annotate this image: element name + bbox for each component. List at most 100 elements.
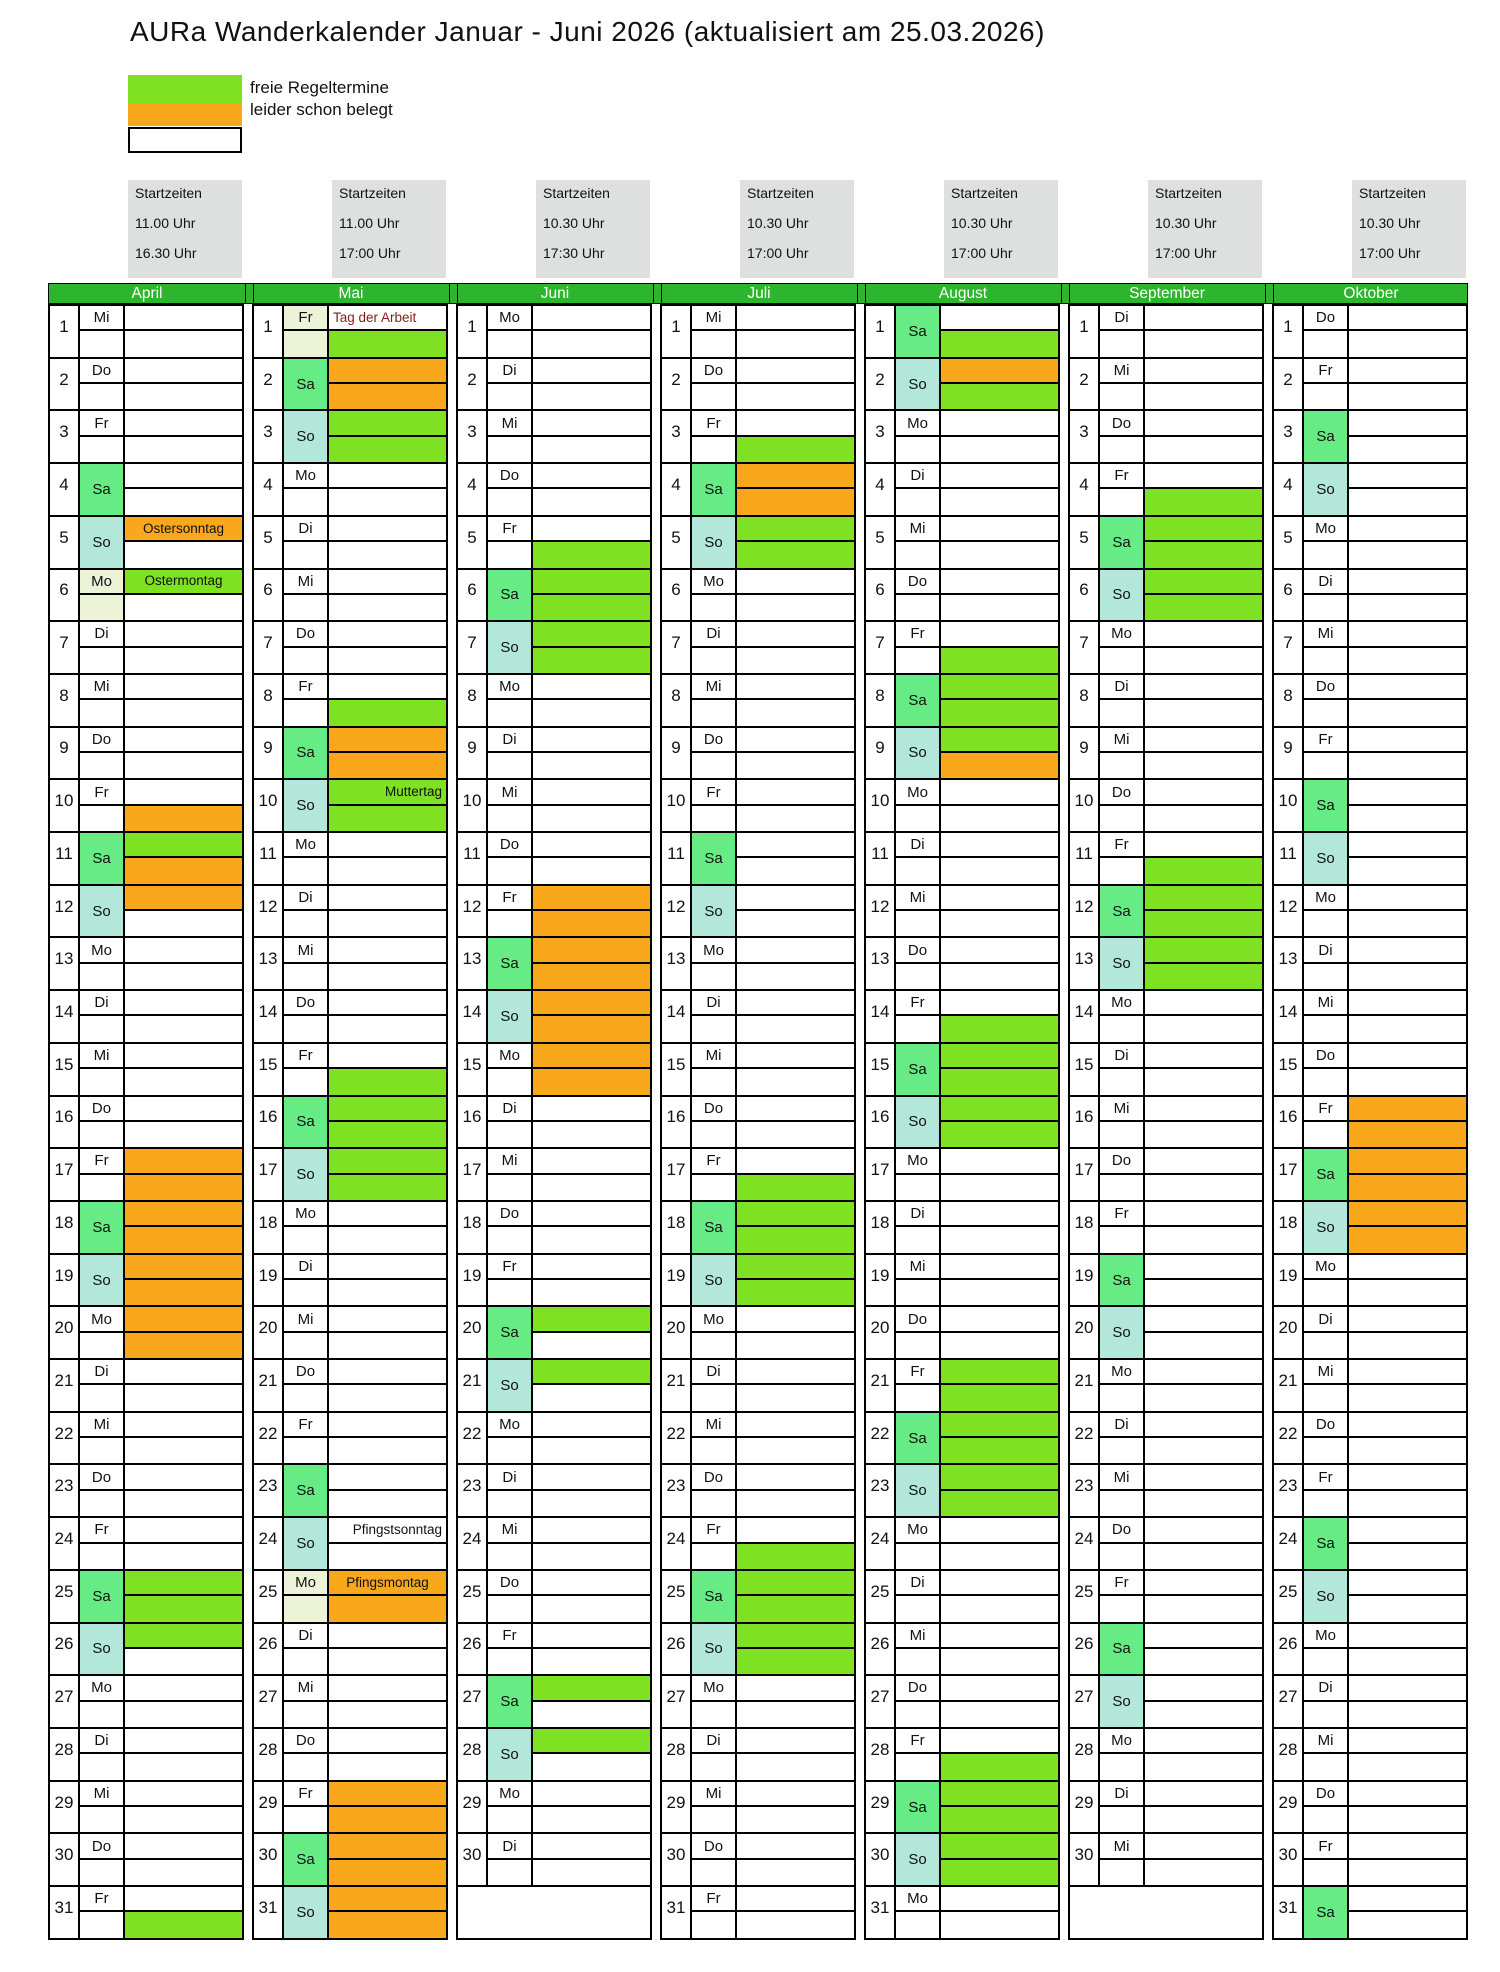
timeslot-cell <box>1349 1624 1466 1675</box>
weekday-cell: Do <box>1100 1149 1145 1200</box>
timeslot-morning <box>329 1834 446 1860</box>
weekday-cell: Mi <box>284 1676 329 1727</box>
date-row: 12 Mi <box>866 883 1058 937</box>
weekday-label: Mo <box>896 1887 939 1913</box>
day-number: 27 <box>1070 1676 1100 1727</box>
date-row: 5 So Ostersonntag <box>50 514 242 568</box>
weekday-cell: Fr <box>1100 1201 1145 1253</box>
weekday-cell-bottom <box>1304 331 1347 356</box>
weekday-label: Sa <box>692 1570 735 1622</box>
day-number: 26 <box>254 1623 284 1675</box>
weekday-cell-bottom <box>692 1333 735 1358</box>
timeslot-evening <box>737 1807 854 1832</box>
date-row: 21 Fr <box>866 1358 1058 1411</box>
weekday-label: Do <box>1100 1149 1143 1175</box>
timeslot-evening <box>1349 1860 1466 1885</box>
day-number: 17 <box>662 1149 692 1200</box>
day-number: 20 <box>866 1307 896 1359</box>
weekday-cell-bottom <box>1100 1438 1143 1463</box>
date-row: 11 Mo <box>254 831 446 884</box>
weekday-cell: Fr <box>896 1728 941 1780</box>
timeslot-evening <box>329 384 446 410</box>
weekday-label: Mo <box>1100 991 1143 1017</box>
startzeiten-title: Startzeiten <box>1359 185 1426 201</box>
timeslot-evening <box>533 1649 650 1674</box>
date-row: 2 Do <box>662 356 854 410</box>
timeslot-cell <box>533 569 650 621</box>
weekday-cell: So <box>284 1518 329 1569</box>
day-number: 29 <box>50 1781 80 1833</box>
weekday-label: Di <box>488 359 531 385</box>
timeslot-cell <box>125 1623 242 1675</box>
date-row: 26 Mi <box>866 1621 1058 1675</box>
weekday-cell: Fr <box>488 885 533 937</box>
timeslot-morning <box>1349 780 1466 806</box>
weekday-cell: Mi <box>1100 1834 1145 1886</box>
weekday-cell-bottom <box>284 1754 327 1779</box>
weekday-cell-bottom <box>80 1016 123 1041</box>
weekday-cell: Di <box>692 1728 737 1780</box>
weekday-cell: Fr <box>284 1412 329 1464</box>
timeslot-evening <box>1145 1860 1262 1885</box>
timeslot-morning <box>125 885 242 912</box>
weekday-cell: Sa <box>896 674 941 726</box>
timeslot-evening <box>941 752 1058 779</box>
weekday-cell: So <box>488 991 533 1042</box>
timeslot-evening <box>533 437 650 462</box>
date-row: 10 Mo <box>866 778 1058 832</box>
timeslot-cell <box>941 1096 1058 1148</box>
day-number: 5 <box>866 516 896 568</box>
timeslot-cell <box>329 517 446 568</box>
date-row: 22 Di <box>1070 1410 1262 1464</box>
weekday-cell-bottom <box>896 1754 939 1779</box>
timeslot-cell <box>1145 780 1262 831</box>
weekday-label: Di <box>488 1465 531 1491</box>
timeslot-evening <box>125 1702 242 1727</box>
date-row: 12 Sa <box>1070 883 1262 937</box>
weekday-cell: Mo <box>896 780 941 832</box>
weekday-cell-bottom <box>1304 1702 1347 1727</box>
timeslot-cell <box>125 1254 242 1306</box>
weekday-label: Do <box>1304 306 1347 332</box>
weekday-label: So <box>692 1254 735 1306</box>
weekday-cell: Sa <box>692 1570 737 1622</box>
timeslot-cell <box>1145 1624 1262 1675</box>
month-bar-divider <box>245 284 246 303</box>
weekday-cell-bottom <box>284 1438 327 1463</box>
day-number: 11 <box>866 833 896 884</box>
weekday-label: Mi <box>488 1518 531 1544</box>
weekday-cell: Do <box>1304 306 1349 357</box>
timeslot-evening <box>1349 1649 1466 1674</box>
weekday-cell-bottom <box>896 648 939 673</box>
startzeiten-title: Startzeiten <box>135 185 202 201</box>
timeslot-cell <box>1145 728 1262 779</box>
day-number: 10 <box>458 780 488 832</box>
day-number: 4 <box>1274 464 1304 515</box>
timeslot-morning <box>533 411 650 437</box>
timeslot-evening <box>941 384 1058 410</box>
day-number: 4 <box>866 464 896 515</box>
timeslot-morning <box>737 1360 854 1386</box>
timeslot-evening <box>941 1807 1058 1833</box>
day-number: 9 <box>458 727 488 779</box>
timeslot-morning <box>329 886 446 912</box>
timeslot-cell <box>1349 1782 1466 1833</box>
date-row: 30 Mi <box>1070 1832 1262 1886</box>
timeslot-evening <box>125 648 242 673</box>
weekday-label: Sa <box>488 1676 531 1727</box>
timeslot-morning <box>533 1202 650 1228</box>
timeslot-evening <box>941 595 1058 620</box>
date-row: 20 Mi <box>254 1305 446 1359</box>
weekday-cell: Di <box>692 1360 737 1411</box>
timeslot-morning <box>329 1307 446 1333</box>
weekday-cell-bottom <box>1304 964 1347 989</box>
weekday-label: Do <box>692 1834 735 1860</box>
timeslot-morning <box>1145 1044 1262 1070</box>
date-row: 26 So <box>662 1621 854 1675</box>
date-row: 10 Mi <box>458 778 650 832</box>
weekday-cell-bottom <box>1100 1227 1143 1252</box>
day-number: 19 <box>1274 1254 1304 1306</box>
weekday-cell: Di <box>284 885 329 937</box>
timeslot-evening <box>533 911 650 937</box>
weekday-cell: Fr <box>692 1149 737 1200</box>
